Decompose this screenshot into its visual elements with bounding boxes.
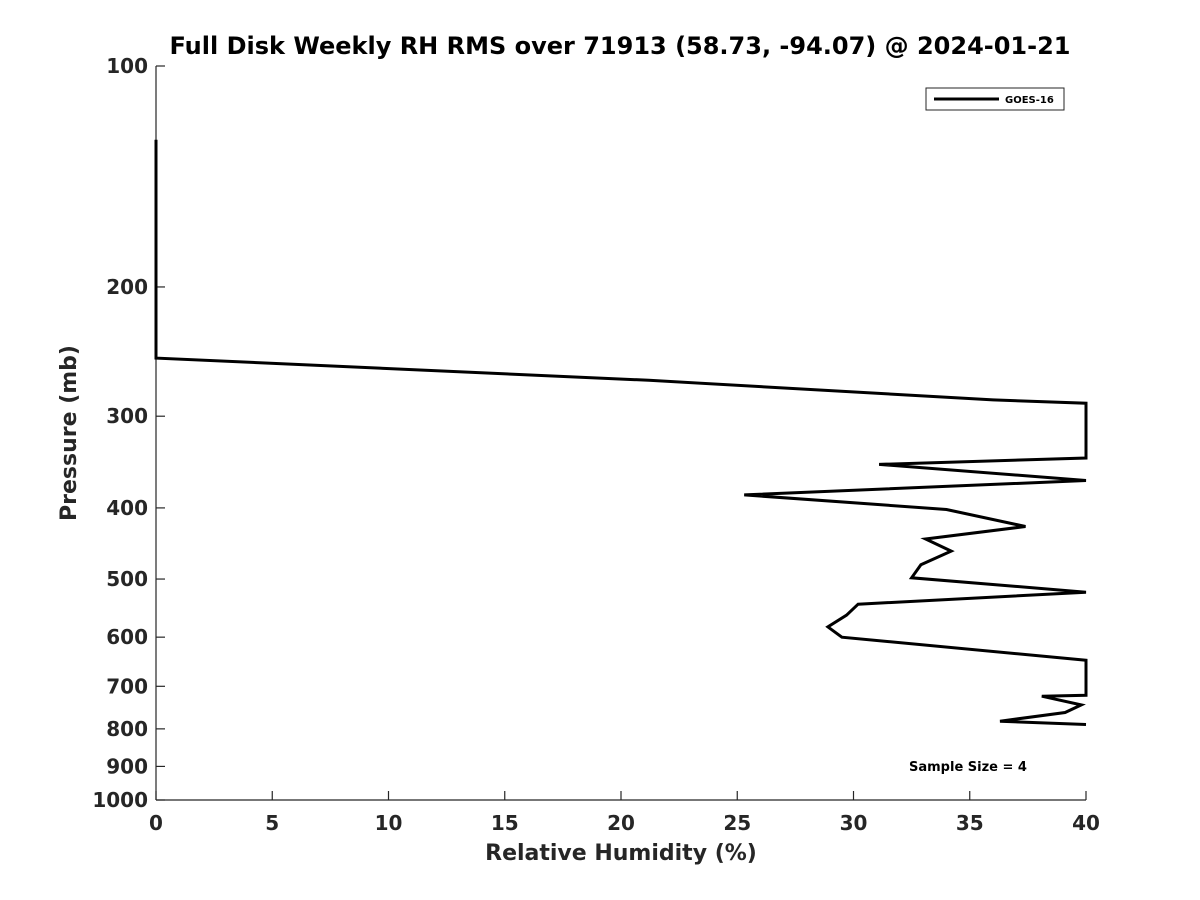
- series-layer: [154, 139, 1088, 726]
- y-tick-label: 900: [106, 754, 148, 778]
- y-tick-label: 500: [106, 567, 148, 591]
- x-tick-label: 5: [265, 811, 279, 835]
- series-line-goes-16: [154, 139, 1088, 726]
- x-axis-ticks: 0 5 10 15 20 25 30 35 40: [149, 791, 1100, 835]
- x-tick-label: 0: [149, 811, 163, 835]
- x-tick-label: 20: [607, 811, 635, 835]
- x-tick-label: 10: [375, 811, 403, 835]
- x-axis-label: Relative Humidity (%): [485, 841, 757, 866]
- y-tick-label: 200: [106, 275, 148, 299]
- sample-size-annotation: Sample Size = 4: [909, 760, 1027, 775]
- y-axis-ticks: 100 200 300 400 500 600 700 800 900 1000: [92, 54, 165, 812]
- x-tick-label: 25: [723, 811, 751, 835]
- y-tick-label: 700: [106, 674, 148, 698]
- y-tick-label: 400: [106, 496, 148, 520]
- chart-title: Full Disk Weekly RH RMS over 71913 (58.7…: [169, 32, 1070, 60]
- x-tick-label: 35: [956, 811, 984, 835]
- y-tick-label: 800: [106, 717, 148, 741]
- legend-label-goes-16: GOES-16: [1005, 95, 1054, 106]
- y-axis-label: Pressure (mb): [57, 345, 82, 521]
- y-tick-label: 100: [106, 54, 148, 78]
- x-tick-label: 15: [491, 811, 519, 835]
- y-tick-label: 600: [106, 625, 148, 649]
- y-tick-label: 300: [106, 404, 148, 428]
- legend: GOES-16: [925, 87, 1065, 111]
- plot-area: [156, 66, 1086, 800]
- x-tick-label: 30: [840, 811, 868, 835]
- y-tick-label: 1000: [92, 788, 148, 812]
- x-tick-label: 40: [1072, 811, 1100, 835]
